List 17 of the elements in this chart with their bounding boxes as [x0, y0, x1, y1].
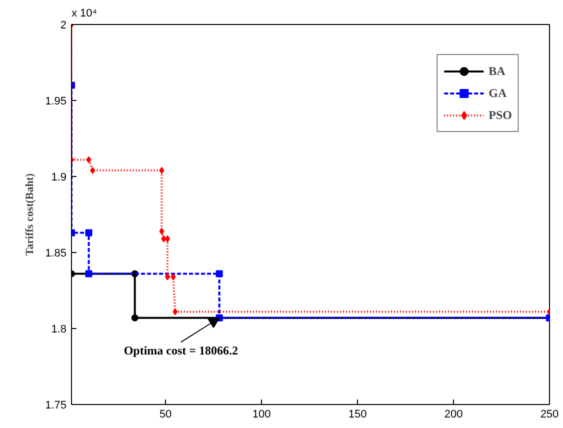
y-axis-title: Tariffs cost(Baht) — [24, 172, 36, 256]
annotation: Optima cost = 18066.2 — [124, 344, 238, 358]
y-tick-label: 1.95 — [45, 96, 67, 108]
y-tick-label: 1.9 — [51, 172, 67, 184]
y-tick-label: 2 — [60, 20, 67, 32]
y-tick-label: 1.75 — [45, 400, 67, 412]
x-tick-label: 200 — [444, 408, 463, 420]
legend-label: BA — [488, 64, 506, 78]
x-tick-label: 250 — [540, 408, 559, 420]
legend-label: PSO — [488, 108, 512, 122]
text: x 10⁴ — [72, 8, 98, 20]
x-tick-label: 150 — [348, 408, 367, 420]
x-tick-label: 100 — [252, 408, 271, 420]
y-tick-label: 1.85 — [45, 248, 67, 260]
legend-label: GA — [488, 86, 508, 100]
x-tick-label: 50 — [159, 408, 172, 420]
y-tick-label: 1.8 — [51, 324, 67, 336]
